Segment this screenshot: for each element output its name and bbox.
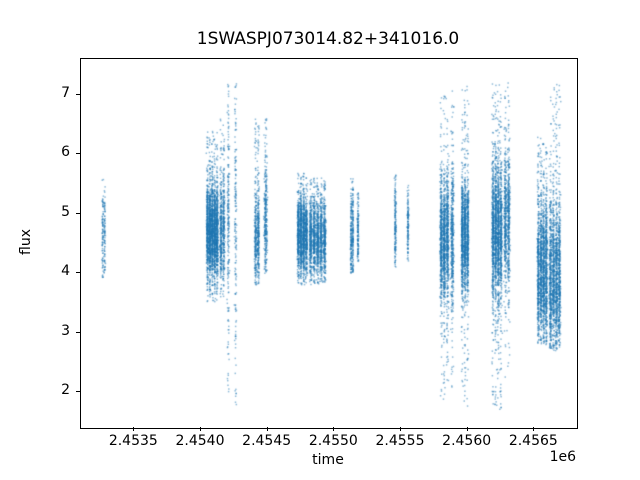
x-tick-mark bbox=[133, 427, 135, 431]
x-tick-mark bbox=[466, 427, 468, 431]
x-axis-label: time bbox=[312, 452, 344, 468]
y-tick-label: 4 bbox=[61, 263, 70, 280]
x-axis-offset-label: 1e6 bbox=[549, 449, 576, 465]
x-tick-label: 2.4565 bbox=[508, 433, 558, 449]
y-tick-label: 7 bbox=[61, 84, 70, 101]
x-tick-label: 2.4535 bbox=[108, 433, 158, 449]
x-tick-label: 2.4560 bbox=[442, 433, 492, 449]
plot-area bbox=[80, 58, 578, 429]
y-tick-mark bbox=[76, 331, 80, 333]
x-tick-label: 2.4550 bbox=[308, 433, 358, 449]
y-tick-label: 5 bbox=[61, 203, 70, 220]
x-tick-mark bbox=[266, 427, 268, 431]
x-tick-mark bbox=[200, 427, 201, 431]
y-tick-label: 6 bbox=[61, 144, 70, 161]
y-tick-label: 3 bbox=[61, 322, 70, 339]
x-tick-label: 2.4540 bbox=[175, 433, 225, 449]
x-tick-mark bbox=[533, 427, 535, 431]
y-tick-mark bbox=[76, 212, 80, 214]
y-tick-mark bbox=[76, 93, 80, 95]
chart-title: 1SWASPJ073014.82+341016.0 bbox=[196, 29, 460, 49]
y-tick-label: 2 bbox=[61, 382, 70, 399]
y-tick-mark bbox=[76, 153, 80, 155]
x-tick-label: 2.4545 bbox=[242, 433, 292, 449]
y-tick-mark bbox=[76, 272, 80, 274]
x-tick-mark bbox=[333, 427, 335, 431]
y-tick-mark bbox=[76, 391, 80, 393]
y-axis-label: flux bbox=[18, 229, 34, 255]
x-tick-mark bbox=[400, 427, 401, 431]
scatter-canvas bbox=[81, 59, 577, 428]
x-tick-label: 2.4555 bbox=[375, 433, 425, 449]
